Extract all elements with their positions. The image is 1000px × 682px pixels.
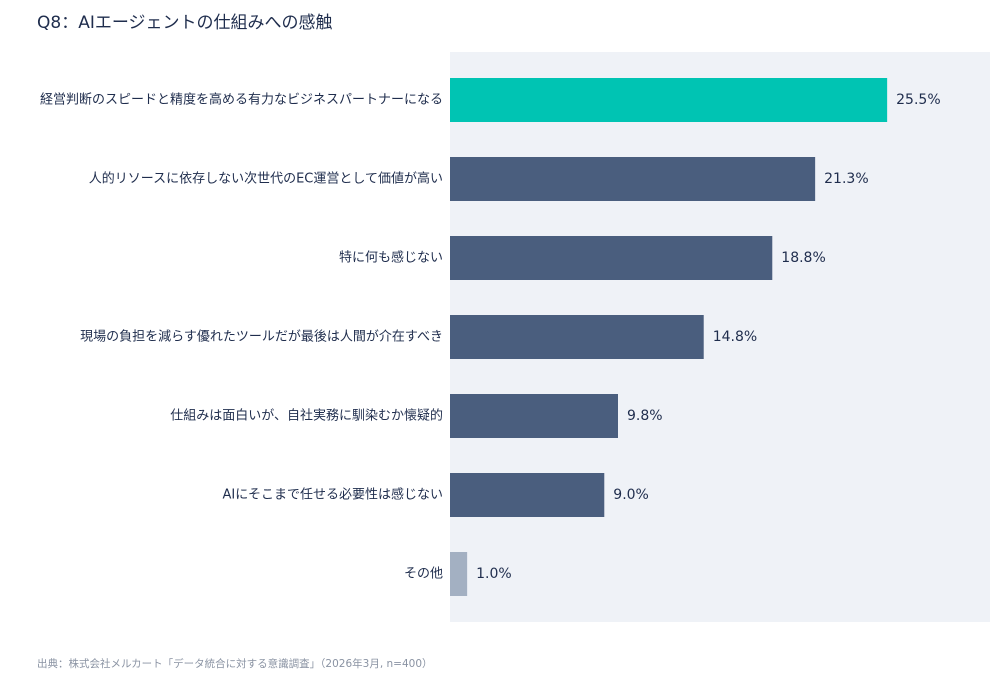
value-label-3: 14.8% (713, 329, 757, 345)
bar-4 (450, 394, 618, 438)
value-label-0: 25.5% (896, 92, 940, 108)
value-label-2: 18.8% (781, 250, 825, 266)
bar-3 (450, 315, 704, 359)
category-label-0: 経営判断のスピードと精度を高める有力なビジネスパートナーになる (40, 92, 443, 108)
value-label-4: 9.8% (627, 408, 663, 424)
value-labels-group: 25.5% 21.3% 18.8% 14.8% 9.8% 9.0% 1.0% (476, 92, 940, 582)
value-label-5: 9.0% (613, 487, 649, 503)
category-label-4: 仕組みは面白いが、自社実務に馴染むか懐疑的 (170, 408, 443, 424)
category-label-2: 特に何も感じない (339, 250, 443, 266)
category-label-6: その他 (404, 567, 443, 582)
category-label-3: 現場の負担を減らす優れたツールだが最後は人間が介在すべき (80, 329, 443, 345)
bar-1 (450, 157, 816, 201)
bar-6 (450, 552, 468, 596)
category-labels-group: 経営判断のスピードと精度を高める有力なビジネスパートナーになる人的リソースに依存… (40, 92, 443, 582)
category-label-5: AIにそこまで任せる必要性は感じない (223, 487, 443, 503)
chart-title: Q8：AIエージェントの仕組みへの感触 (37, 13, 333, 33)
value-label-6: 1.0% (476, 566, 512, 582)
bar-0 (450, 78, 888, 122)
bar-5 (450, 473, 605, 517)
source-note: 出典：株式会社メルカート「データ統合に対する意識調査」（2026年3月, n=4… (37, 658, 433, 670)
bars-group (450, 78, 888, 596)
value-label-1: 21.3% (824, 171, 868, 187)
bar-2 (450, 236, 773, 280)
category-label-1: 人的リソースに依存しない次世代のEC運営として価値が高い (89, 171, 443, 187)
